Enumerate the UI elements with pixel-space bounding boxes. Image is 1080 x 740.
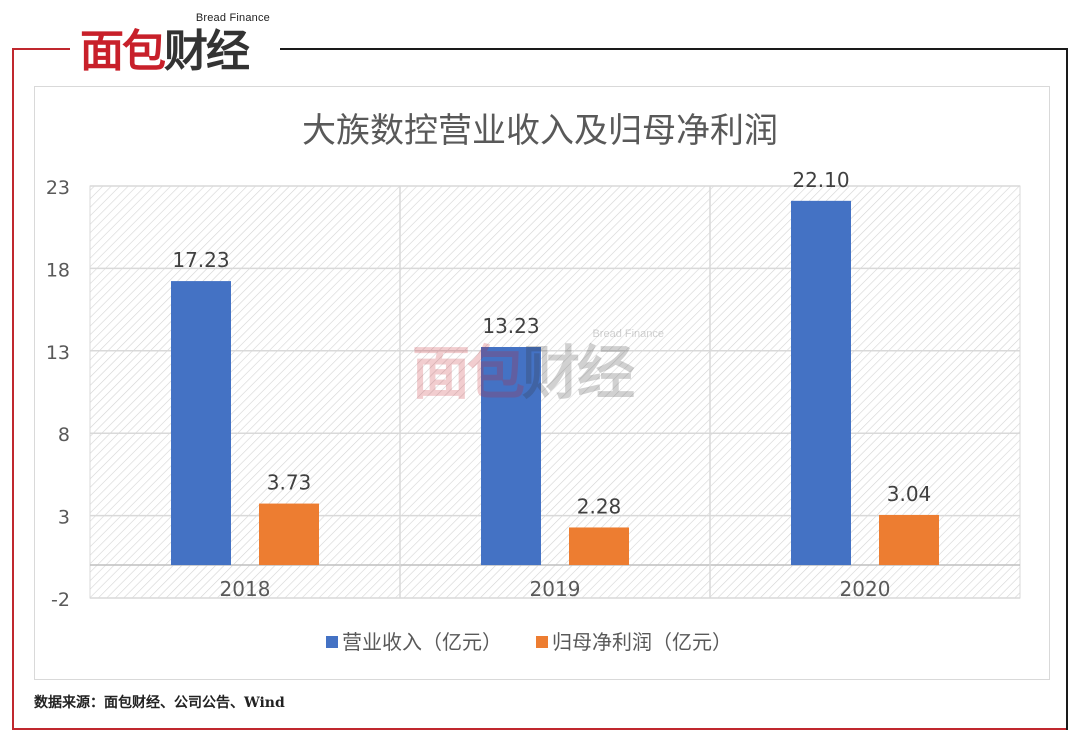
frame-right-border	[1066, 48, 1068, 730]
y-axis: 23 18 13 8 3 -2	[46, 177, 70, 611]
legend-swatch	[536, 636, 548, 648]
y-tick-label: -2	[51, 589, 70, 611]
x-axis: 2018 2019 2020	[220, 577, 891, 601]
legend: 营业收入（亿元） 归母净利润（亿元）	[326, 630, 732, 654]
data-label: 2.28	[577, 494, 622, 518]
data-label: 3.04	[887, 482, 932, 506]
logo-red-text: 面包	[80, 26, 166, 77]
logo-dark-text: 财经	[164, 26, 250, 77]
bars: 17.23 3.73 13.23 2.28 22.10 3.04	[171, 168, 939, 566]
revenue-bar	[791, 200, 851, 566]
y-tick-label: 13	[46, 342, 70, 364]
data-label: 13.23	[482, 314, 539, 338]
profit-bar	[879, 514, 939, 566]
y-tick-label: 18	[46, 259, 70, 281]
y-tick-label: 8	[58, 424, 70, 446]
data-label: 3.73	[267, 471, 312, 495]
logo-chinese-text: 面包财经	[80, 26, 250, 78]
frame-top-border-left	[12, 48, 70, 50]
frame-top-border-right	[280, 48, 1068, 50]
chart-title: 大族数控营业收入及归母净利润	[302, 111, 778, 151]
x-tick-label: 2019	[530, 577, 581, 601]
data-label: 17.23	[172, 248, 229, 272]
x-tick-label: 2020	[840, 577, 891, 601]
logo-english-text: Bread Finance	[195, 12, 270, 24]
frame-left-border	[12, 48, 14, 730]
y-tick-label: 23	[46, 177, 70, 199]
revenue-bar	[171, 281, 231, 566]
x-tick-label: 2018	[220, 577, 271, 601]
legend-label: 营业收入（亿元）	[342, 630, 502, 654]
frame-bottom-border	[12, 728, 1068, 730]
data-source-note: 数据来源：面包财经、公司公告、Wind	[34, 695, 285, 711]
gridlines	[90, 185, 1020, 599]
legend-swatch	[326, 636, 338, 648]
profit-bar	[569, 527, 629, 566]
plot-area	[89, 185, 1021, 599]
brand-logo: Bread Finance 面包财经	[74, 8, 278, 80]
legend-label: 归母净利润（亿元）	[552, 630, 732, 654]
profit-bar	[259, 503, 319, 566]
y-tick-label: 3	[58, 507, 70, 529]
data-label: 22.10	[792, 168, 849, 192]
revenue-bar	[481, 347, 541, 566]
